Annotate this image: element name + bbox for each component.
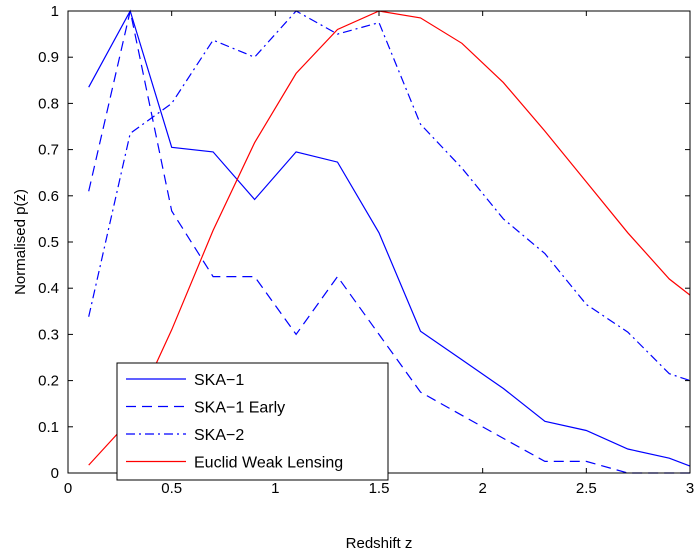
y-tick-label: 1 <box>51 3 59 20</box>
series-line-4 <box>88 10 691 466</box>
y-tick-label: 0.7 <box>38 142 59 159</box>
legend-label: SKA−1 <box>194 372 244 389</box>
y-tick-label: 0.3 <box>38 326 59 343</box>
series-line-1 <box>88 9 691 467</box>
legend-box <box>116 362 389 481</box>
y-tick-label: 0.5 <box>38 234 59 251</box>
y-axis-label: Normalised p(z) <box>12 189 29 295</box>
legend-label: SKA−1 Early <box>194 400 285 417</box>
x-tick-label: 1 <box>271 480 279 497</box>
legend-label: SKA−2 <box>194 427 244 444</box>
y-tick-label: 0.8 <box>38 95 59 112</box>
x-tick-label: 0.5 <box>161 480 182 497</box>
series-line-2 <box>88 10 690 474</box>
x-tick-label: 2 <box>478 480 486 497</box>
legend: SKA−1 SKA−1 Early SKA−2 Euclid Weak Lensing <box>116 362 389 481</box>
series-layer <box>88 9 691 474</box>
y-tick-label: 0.4 <box>38 280 59 297</box>
y-tick-label: 0.9 <box>38 49 59 66</box>
tick-labels: 0 0.5 1 1.5 2 2.5 3 0 0.1 0.2 0.3 0.4 0.5 0.6 0.7 0.8 0.… <box>38 3 694 497</box>
x-tick-label: 0 <box>64 480 72 497</box>
x-tick-label: 1.5 <box>369 480 390 497</box>
x-axis-label: Redshift z <box>346 535 413 552</box>
x-tick-label: 3 <box>686 480 694 497</box>
y-tick-label: 0.2 <box>38 373 59 390</box>
y-tick-label: 0.1 <box>38 419 59 436</box>
legend-label: Euclid Weak Lensing <box>194 455 343 472</box>
y-tick-label: 0 <box>51 465 59 482</box>
y-tick-label: 0.6 <box>38 188 59 205</box>
x-tick-label: 2.5 <box>576 480 597 497</box>
